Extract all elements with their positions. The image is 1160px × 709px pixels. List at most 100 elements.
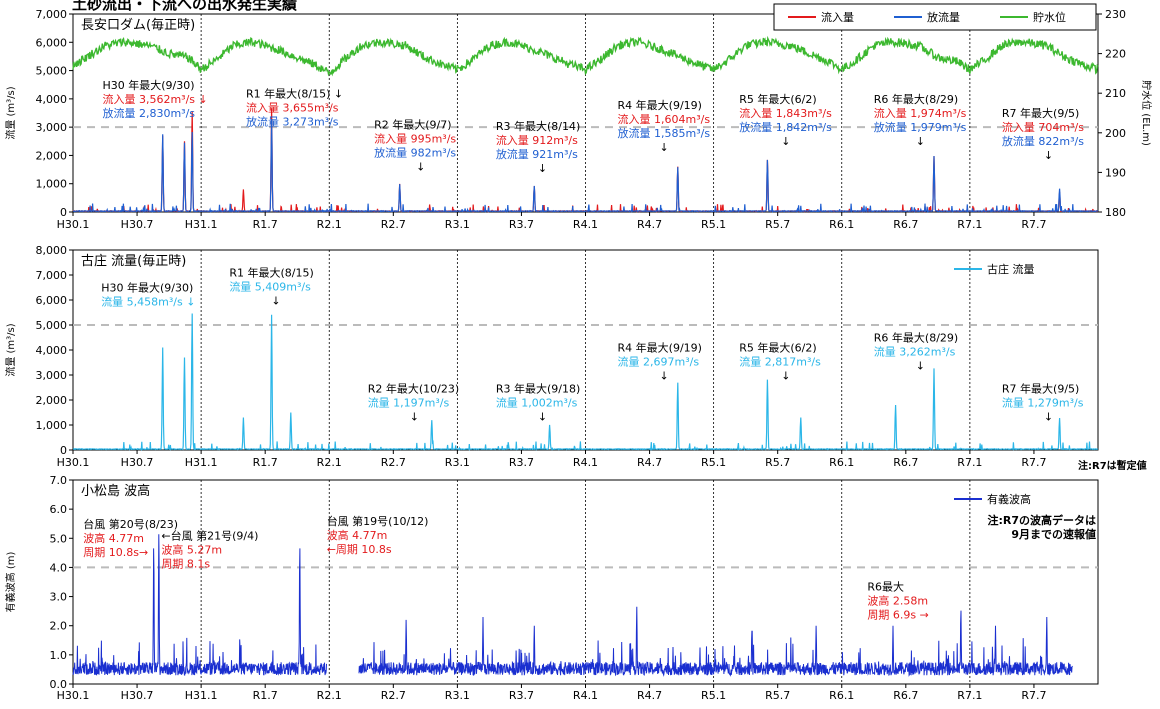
x-tick-label: R6.7 <box>893 218 918 231</box>
x-tick-label: H30.7 <box>121 456 154 469</box>
x-tick-label: H30.1 <box>57 456 90 469</box>
annotation-line: R5 年最大(6/2) <box>739 92 816 106</box>
x-tick-label: R6.7 <box>893 456 918 469</box>
x-tick-label: R2.7 <box>381 456 406 469</box>
annotation-line: ↓ <box>1044 411 1053 424</box>
y-tick-label: 0 <box>60 444 67 457</box>
annotation-3: R2 年最大(10/23)流量 1,197m³/s↓ <box>368 382 459 424</box>
series-line-2 <box>73 119 1099 213</box>
panel-1: 0 1,000 2,000 3,000 4,000 5,000 6,000 7,000 180 1… <box>4 3 1153 231</box>
annotation-line: ↓ <box>1044 149 1053 162</box>
y-right-tick-label: 200 <box>1105 127 1126 140</box>
annotation-line: ↓ <box>660 141 669 154</box>
y-tick-label: 7,000 <box>36 8 68 21</box>
x-tick-label: R2.1 <box>317 218 342 231</box>
y-tick-label: 7,000 <box>36 269 68 282</box>
x-tick-label: R4.1 <box>573 218 598 231</box>
x-tick-label: R3.1 <box>445 218 470 231</box>
y-tick-label: 0.0 <box>50 678 68 691</box>
x-tick-label: H31.1 <box>185 456 218 469</box>
y-tick-label: 4.0 <box>50 561 68 574</box>
annotation-line: 流量 1,279m³/s <box>1002 396 1084 410</box>
annotation-line: R7 年最大(9/5) <box>1002 382 1079 396</box>
y-tick-label: 1,000 <box>36 178 68 191</box>
x-tick-label: R6.1 <box>829 689 854 702</box>
x-tick-label: R1.7 <box>253 456 278 469</box>
series-line-reservoir-level <box>72 35 1099 77</box>
annotation-line: 波高 2.58m <box>867 594 928 608</box>
y-right-tick-label: 210 <box>1105 87 1126 100</box>
y-tick-label: 1,000 <box>36 419 68 432</box>
y-tick-label: 6.0 <box>50 503 68 516</box>
x-tick-label: R6.1 <box>829 456 854 469</box>
y-tick-label: 3.0 <box>50 591 68 604</box>
annotation-line: R1 年最大(8/15) <box>229 265 313 279</box>
x-tick-label: R7.7 <box>1021 218 1046 231</box>
x-tick-label: R7.7 <box>1021 689 1046 702</box>
annotation-line: ↓ <box>538 162 547 175</box>
y-right-tick-label: 230 <box>1105 8 1126 21</box>
annotation-line: 放流量 2,830m³/s <box>102 106 195 120</box>
x-tick-label: R2.1 <box>317 456 342 469</box>
annotation-line: 流量 5,409m³/s <box>229 279 311 293</box>
annotation-line: 流入量 995m³/s <box>374 132 456 146</box>
x-tick-label: H30.7 <box>121 218 154 231</box>
legend-label: 有義波高 <box>987 492 1031 506</box>
x-tick-label: H30.1 <box>57 218 90 231</box>
annotation-line: R3 年最大(9/18) <box>496 382 580 396</box>
x-tick-label: R3.1 <box>445 689 470 702</box>
x-tick-label: H31.1 <box>185 689 218 702</box>
y-tick-label: 0 <box>60 206 67 219</box>
annotation-line: R5 年最大(6/2) <box>739 340 816 354</box>
page-title: 土砂流出・下流への出水発生実績 <box>72 0 297 13</box>
annotation-line: H30 年最大(9/30) <box>101 280 193 294</box>
annotation-line: 放流量 3,273m³/s <box>246 114 339 128</box>
y-tick-label: 4,000 <box>36 93 68 106</box>
y-axis-label: 流量 (m³/s) <box>4 86 17 139</box>
x-tick-label: R3.1 <box>445 456 470 469</box>
annotation-line: ↓ <box>538 411 547 424</box>
note-text: 9月までの速報値 <box>1011 527 1096 541</box>
y-tick-label: 2,000 <box>36 394 68 407</box>
annotation-line: 台風 第20号(8/23) <box>83 517 178 531</box>
y-tick-label: 5,000 <box>36 65 68 78</box>
legend-label: 放流量 <box>927 10 960 24</box>
x-tick-label: R3.7 <box>509 689 534 702</box>
annotation-line: 流入量 1,604m³/s <box>618 112 711 126</box>
x-tick-label: R2.1 <box>317 689 342 702</box>
annotation-line: 流量 1,197m³/s <box>368 396 450 410</box>
series-line-1 <box>73 313 1098 451</box>
annotation-line: ←台風 第21号(9/4) <box>161 529 258 543</box>
x-tick-label: R6.1 <box>829 218 854 231</box>
legend-label: 古庄 流量 <box>987 262 1035 276</box>
panel-2: 0 1,000 2,000 3,000 4,000 5,000 6,000 7,000 8,00… <box>4 244 1147 472</box>
annotation-1: H30 年最大(9/30)流量 5,458m³/s ↓ <box>101 280 195 308</box>
annotation-line: 流入量 1,843m³/s <box>739 106 832 120</box>
annotation-line: 流入量 3,655m³/s <box>246 100 339 114</box>
annotation-line: R1 年最大(8/15) ↓ <box>246 86 343 100</box>
annotation-line: ↓ <box>781 135 790 148</box>
annotation-line: R4 年最大(9/19) <box>618 98 702 112</box>
annotation-line: ←周期 10.8s <box>327 543 392 556</box>
legend-label: 流入量 <box>821 10 854 24</box>
annotation-line: 周期 8.1s <box>161 558 210 571</box>
y-tick-label: 8,000 <box>36 244 68 257</box>
y-axis-label: 流量 (m³/s) <box>4 323 17 376</box>
annotation-2: R1 年最大(8/15)流量 5,409m³/s↓ <box>229 265 313 307</box>
annotation-line: ↓ <box>916 135 925 148</box>
annotation-line: 流量 5,458m³/s ↓ <box>101 294 195 308</box>
y-right-tick-label: 180 <box>1105 206 1126 219</box>
annotation-line: 流入量 704m³/s <box>1002 120 1084 134</box>
x-tick-label: R7.1 <box>957 218 982 231</box>
annotation-line: R6 年最大(8/29) <box>874 92 958 106</box>
x-tick-label: H31.1 <box>185 218 218 231</box>
annotation-1: H30 年最大(9/30)流入量 3,562m³/s ↓放流量 2,830m³/… <box>102 78 207 120</box>
annotation-line: 流量 2,697m³/s <box>618 354 700 368</box>
